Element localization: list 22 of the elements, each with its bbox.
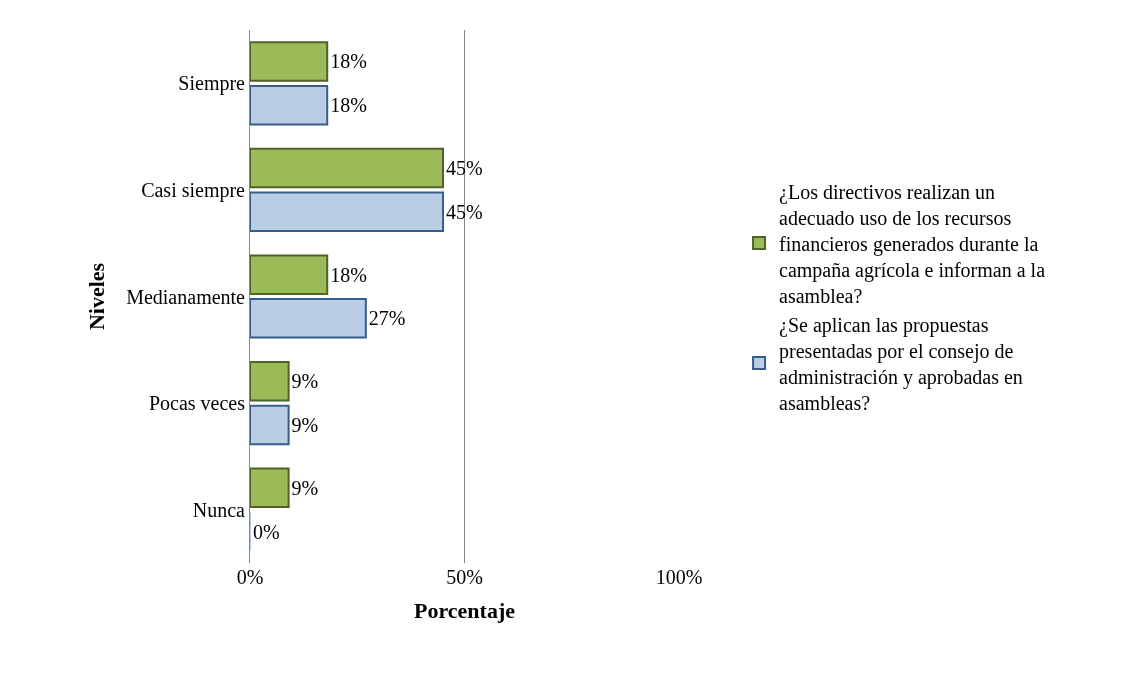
data-label: 18% [330, 263, 367, 286]
y-tick-label: Pocas veces [148, 392, 246, 415]
x-tick-label: 50% [446, 566, 483, 588]
x-axis-title: Porcentaje [414, 597, 516, 623]
y-tick-label: Casi siempre [141, 178, 246, 202]
data-label: 18% [330, 94, 367, 117]
data-label: 27% [368, 307, 406, 330]
data-label: 45% [446, 200, 483, 223]
data-label: 18% [330, 50, 367, 73]
legend-label: ¿Los directivos realizan un adecuado uso de los recursos financieros generados durante la campaña agrícola e informan a la asamblea? [779, 180, 1046, 307]
y-tick-label: Siempre [178, 72, 246, 96]
x-tick-label: 100% [655, 566, 703, 588]
y-axis-title: Niveles [83, 262, 109, 331]
data-label: 9% [291, 476, 319, 499]
y-tick-label: Nunca [192, 498, 246, 521]
y-tick-label: Medianamente [126, 285, 246, 308]
data-label: 45% [446, 157, 483, 180]
data-label: 9% [291, 370, 319, 393]
data-label: 9% [291, 413, 319, 436]
x-tick-label: 0% [236, 566, 264, 588]
legend-label: ¿Se aplican las propuestas presentadas por el consejo de administración y aprobadas en asambleas? [779, 313, 1023, 414]
data-label: 0% [253, 520, 280, 543]
